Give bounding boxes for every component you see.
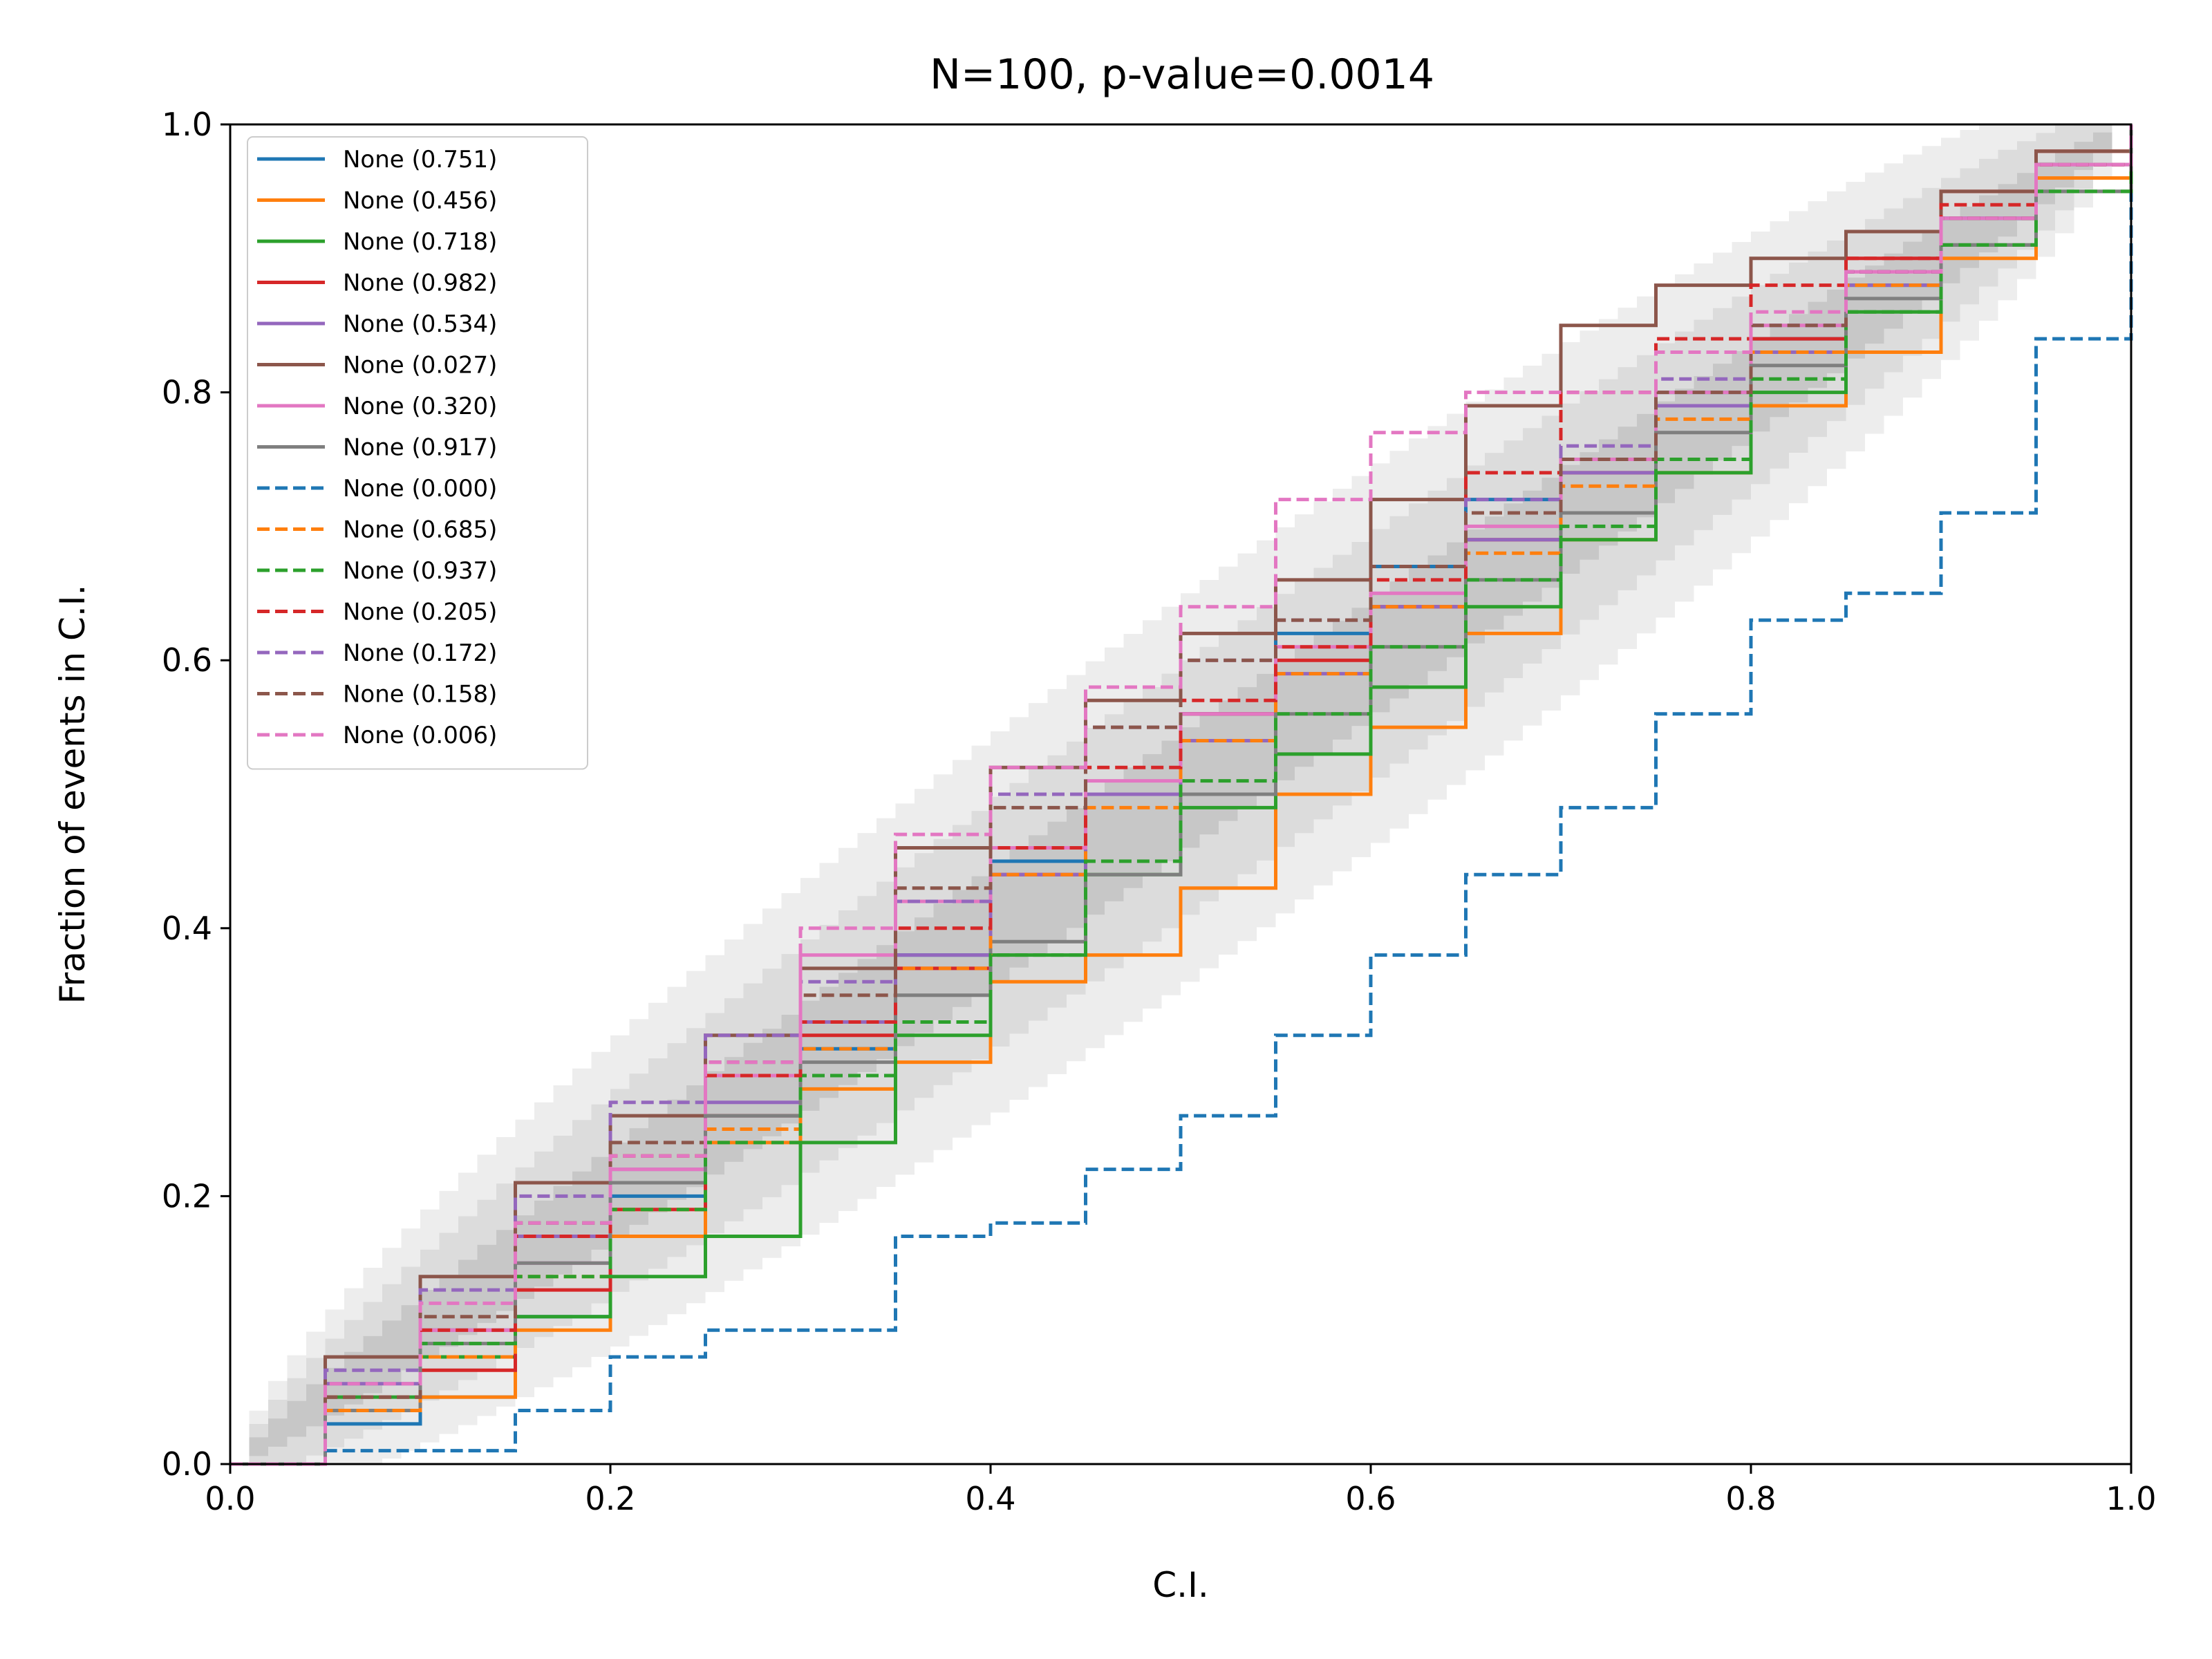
y-tick-label: 1.0 (162, 106, 212, 143)
legend-entry-label: None (0.917) (343, 434, 497, 462)
y-axis-label: Fraction of events in C.I. (53, 585, 93, 1004)
legend-entry-label: None (0.158) (343, 681, 497, 709)
legend-entry-label: None (0.006) (343, 722, 497, 749)
legend-entry-label: None (0.320) (343, 393, 497, 420)
y-tick-label: 0.4 (162, 910, 212, 947)
y-tick-label: 0.2 (162, 1177, 212, 1215)
legend-entry-label: None (0.172) (343, 639, 497, 667)
legend-entry-label: None (0.534) (343, 310, 497, 338)
y-tick-label: 0.8 (162, 374, 212, 411)
x-tick-label: 0.6 (1345, 1480, 1396, 1517)
y-tick-label: 0.0 (162, 1445, 212, 1483)
legend-entry-label: None (0.456) (343, 187, 497, 215)
legend-box (247, 136, 588, 770)
x-tick-label: 0.4 (965, 1480, 1015, 1517)
x-tick-label: 0.2 (585, 1480, 635, 1517)
chart-title: N=100, p-value=0.0014 (930, 50, 1434, 99)
series-line-11 (230, 124, 2133, 1466)
legend: None (0.751) None (0.456) None (0.718) None… (247, 136, 588, 770)
legend-entry-label: None (0.685) (343, 516, 497, 544)
plot-frame (229, 123, 2133, 1465)
series-lines (230, 124, 2133, 1466)
legend-entry-label: None (0.982) (343, 270, 497, 297)
legend-entry-label: None (0.000) (343, 475, 497, 503)
legend-entry-label: None (0.027) (343, 352, 497, 379)
series-line-15 (230, 124, 2133, 1466)
series-line-9 (230, 124, 2133, 1466)
x-tick-label: 0.0 (205, 1480, 255, 1517)
y-tick-label: 0.6 (162, 641, 212, 679)
legend-entry-label: None (0.751) (343, 146, 497, 174)
legend-entry-label: None (0.718) (343, 228, 497, 256)
legend-entry-label: None (0.205) (343, 599, 497, 626)
x-tick-label: 1.0 (2106, 1480, 2156, 1517)
x-tick-label: 0.8 (1725, 1480, 1776, 1517)
legend-entry-label: None (0.937) (343, 557, 497, 585)
x-axis-label: C.I. (1152, 1565, 1208, 1605)
axis-ticks: 0.0 0.2 0.4 0.6 0.8 1.0 0.0 0.2 0.4 0.6 0.8 1.0 (162, 106, 2157, 1517)
